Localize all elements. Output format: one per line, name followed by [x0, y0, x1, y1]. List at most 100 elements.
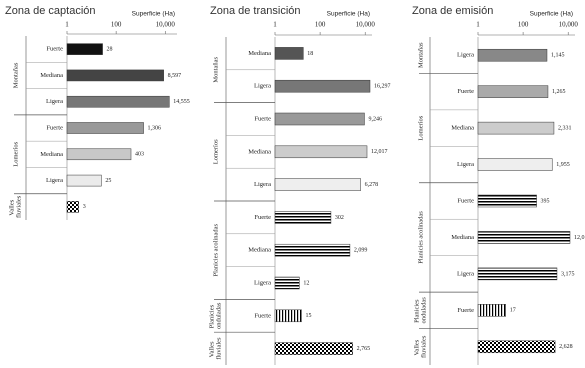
category-label: Ligera: [254, 83, 271, 90]
category-label: Fuerte: [46, 124, 63, 131]
category-label: Fuerte: [457, 307, 474, 314]
x-tick-label: 10,000: [156, 21, 176, 29]
group-label: Planicies onduladas: [209, 302, 223, 329]
category-label: Fuerte: [46, 46, 63, 53]
bar: [66, 174, 102, 187]
category-label: Fuerte: [457, 88, 474, 95]
x-tick-label: 100: [111, 21, 122, 29]
bar: [274, 79, 371, 93]
category-label: Fuerte: [254, 115, 271, 122]
bar: [274, 145, 368, 159]
value-label: 18: [307, 51, 313, 57]
bar: [477, 231, 571, 244]
x-tick-label: 1: [476, 21, 480, 29]
category-label: Mediana: [248, 148, 271, 155]
category-label: Mediana: [40, 72, 63, 79]
value-label: 6,278: [365, 182, 379, 188]
bar: [274, 211, 332, 224]
bar: [274, 243, 351, 257]
value-label: 9,246: [368, 116, 382, 122]
value-label: 2,765: [357, 346, 371, 352]
group-label: Lomeríos: [417, 115, 424, 140]
value-label: 12: [303, 280, 309, 286]
x-tick-label: 1: [273, 21, 277, 29]
category-label: Mediana: [40, 151, 63, 158]
bar: [477, 158, 553, 171]
category-label: Fuerte: [254, 312, 271, 319]
bar: [477, 304, 506, 317]
bar: [66, 148, 132, 161]
bar: [274, 342, 353, 355]
group-label: Montañas: [417, 42, 424, 68]
category-label: Ligera: [254, 279, 271, 286]
category-label: Ligera: [46, 98, 63, 105]
value-label: 25: [105, 178, 111, 184]
value-label: 8,597: [168, 73, 182, 79]
value-label: 1,306: [148, 125, 162, 131]
value-label: 15: [306, 313, 312, 319]
category-label: Ligera: [46, 177, 63, 184]
category-label: Mediana: [451, 234, 474, 241]
value-label: 17: [510, 308, 516, 314]
bar: [66, 122, 144, 134]
category-label: Mediana: [451, 125, 474, 132]
group-label: Valles fluviales: [414, 335, 428, 358]
value-label: 1,955: [556, 162, 570, 168]
value-label: 2,628: [559, 344, 573, 350]
group-label: Planicies onduladas: [414, 297, 428, 324]
value-label: 403: [135, 152, 144, 158]
bar: [66, 95, 170, 108]
bar: [477, 121, 555, 135]
category-label: Ligera: [457, 161, 474, 168]
bar: [274, 276, 300, 290]
category-label: Fuerte: [254, 214, 271, 221]
value-label: 12,017: [371, 149, 388, 155]
axis-title: Superficie (Ha): [132, 11, 175, 18]
category-label: Fuerte: [457, 197, 474, 204]
group-label: Montañas: [12, 62, 19, 88]
value-label: 14,555: [173, 99, 190, 105]
bar: [274, 309, 302, 323]
bar: [477, 194, 537, 208]
x-tick-label: 1: [65, 21, 69, 29]
panel-title: Zona de captación: [5, 5, 96, 17]
value-label: 2,099: [354, 248, 368, 254]
x-tick-label: 10,000: [559, 21, 579, 29]
axis-title: Superficie (Ha): [327, 11, 370, 18]
group-label: Planicies acolinadas: [417, 211, 424, 264]
bar: [66, 69, 164, 82]
bar: [274, 112, 365, 126]
group-label: Valles fluviales: [9, 195, 23, 218]
bar: [477, 48, 548, 62]
category-label: Mediana: [248, 247, 271, 254]
value-label: 302: [335, 215, 344, 221]
group-label: Lomeríos: [212, 139, 219, 164]
category-label: Ligera: [254, 181, 271, 188]
value-label: 16,297: [374, 84, 391, 90]
value-label: 395: [541, 198, 550, 204]
value-label: 1,145: [551, 53, 565, 59]
value-label: 2,331: [558, 125, 572, 131]
bar: [66, 201, 79, 213]
value-label: 12,0: [574, 235, 585, 241]
bar: [477, 340, 556, 354]
bar: [66, 43, 103, 55]
panel-title: Zona de transición: [210, 5, 301, 17]
bar: [477, 85, 549, 98]
category-label: Ligera: [457, 52, 474, 59]
category-label: Ligera: [457, 270, 474, 277]
category-label: Mediana: [248, 50, 271, 57]
value-label: 3: [83, 204, 86, 210]
bar: [274, 178, 361, 191]
group-label: Montañas: [212, 57, 219, 83]
bar: [274, 47, 304, 60]
value-label: 1,265: [552, 89, 566, 95]
x-tick-label: 10,000: [356, 21, 376, 29]
axis-title: Superficie (Ha): [530, 11, 573, 18]
x-tick-label: 100: [518, 21, 529, 29]
value-label: 28: [107, 47, 113, 53]
group-label: Valles fluviales: [209, 337, 223, 360]
x-tick-label: 100: [315, 21, 326, 29]
value-label: 3,175: [561, 271, 575, 277]
